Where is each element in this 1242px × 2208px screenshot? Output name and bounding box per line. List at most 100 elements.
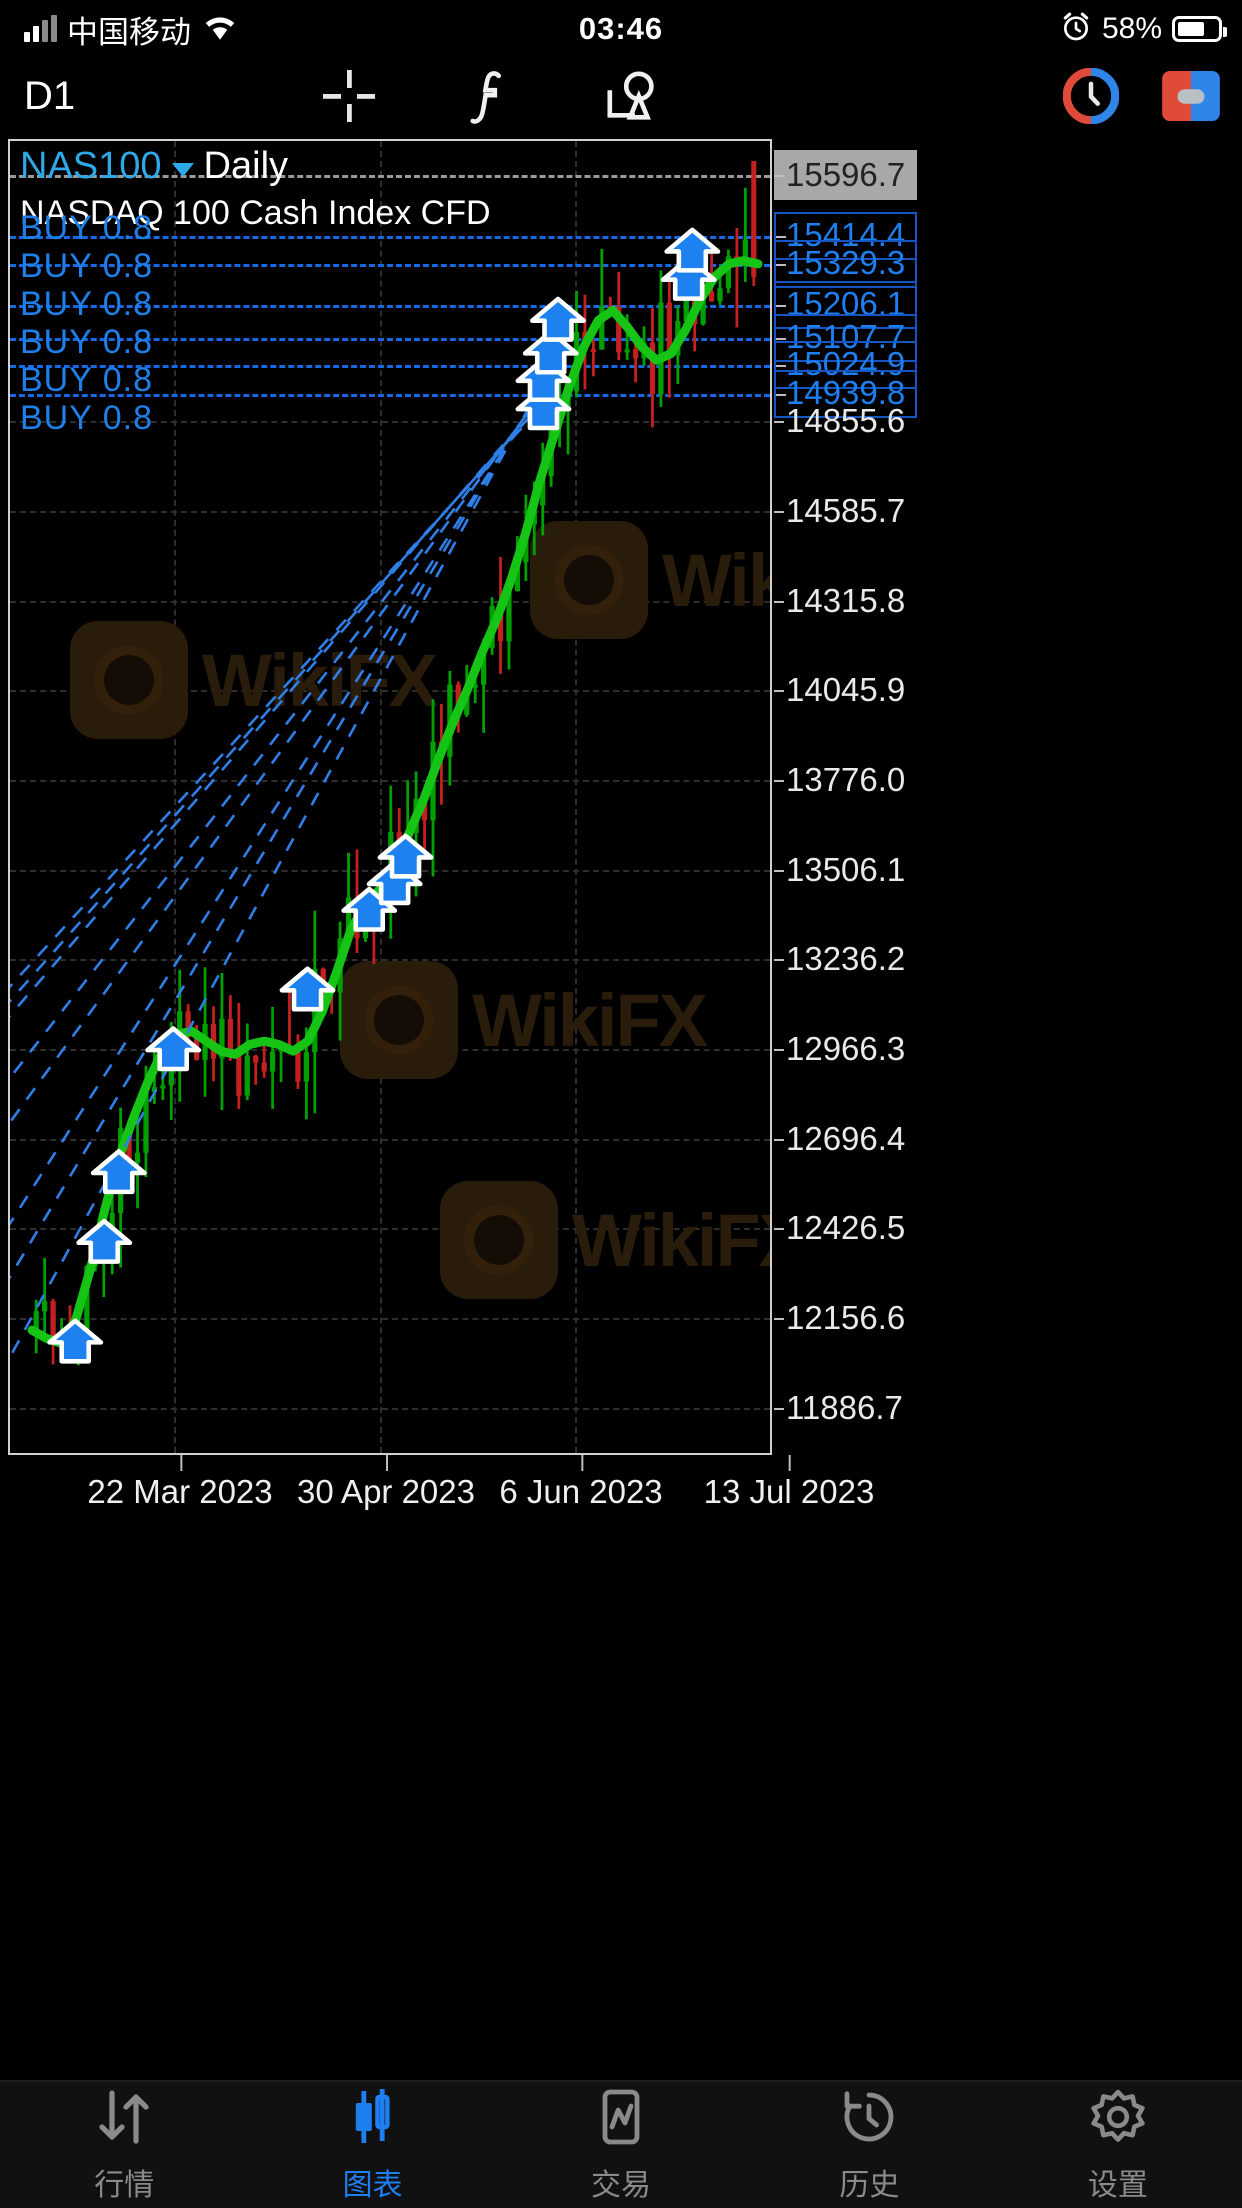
price-axis-tick: 11886.7 xyxy=(774,1389,903,1427)
trade-connector-line xyxy=(10,395,542,1125)
position-buy-label[interactable]: BUY 0.8 xyxy=(20,323,154,361)
trade-connector-line xyxy=(10,403,542,1003)
price-axis-tick: 12426.5 xyxy=(774,1209,905,1247)
battery-icon xyxy=(1172,16,1227,42)
time-axis-tick: 6 Jun 2023 xyxy=(499,1455,663,1510)
price-axis[interactable]: 15596.7 15414.4 15329.3 15206.1 15107.7 15024… xyxy=(774,139,1242,1455)
chart-header: NAS100 Daily NASDAQ 100 Cash Index CFD xyxy=(20,145,491,233)
price-axis-tick: 13506.1 xyxy=(774,851,905,889)
buy-arrow-marker[interactable] xyxy=(366,860,423,906)
chevron-down-icon[interactable] xyxy=(171,162,194,177)
grid-line-horizontal xyxy=(10,1407,770,1410)
price-axis-tick: 12966.3 xyxy=(774,1030,905,1068)
position-buy-label[interactable]: BUY 0.8 xyxy=(20,399,154,437)
nav-label: 行情 xyxy=(94,2169,155,2202)
current-price-line xyxy=(10,175,770,179)
quotes-arrows-icon xyxy=(94,2086,154,2148)
nav-item-quotes[interactable]: 行情 xyxy=(0,2082,248,2208)
nav-item-settings[interactable]: 设置 xyxy=(994,2082,1242,2208)
one-click-trading-icon[interactable] xyxy=(1062,67,1120,125)
position-buy-label[interactable]: BUY 0.8 xyxy=(20,247,154,285)
position-price-line[interactable] xyxy=(10,393,770,397)
position-price-line[interactable] xyxy=(10,235,770,239)
buy-arrow-marker[interactable] xyxy=(664,227,721,273)
position-price-line[interactable] xyxy=(10,305,770,309)
grid-line-horizontal xyxy=(10,1317,770,1320)
symbol-description: NASDAQ 100 Cash Index CFD xyxy=(20,194,491,232)
objects-icon[interactable] xyxy=(604,67,662,125)
trade-connector-line xyxy=(10,392,542,1226)
symbol-row[interactable]: NAS100 Daily xyxy=(20,145,491,188)
position-price-label[interactable]: 15414.4 xyxy=(774,211,918,260)
position-price-label[interactable]: 14939.8 xyxy=(774,369,918,418)
price-axis-tick: 14045.9 xyxy=(774,671,905,709)
grid-line-horizontal xyxy=(10,1138,770,1141)
gear-icon xyxy=(1088,2086,1148,2148)
position-price-line[interactable] xyxy=(10,337,770,341)
position-price-label[interactable]: 15206.1 xyxy=(774,281,918,330)
current-price-label: 15596.7 xyxy=(774,150,918,201)
buy-arrow-marker[interactable] xyxy=(377,833,434,879)
function-f-icon[interactable] xyxy=(462,67,520,125)
buy-arrow-marker[interactable] xyxy=(279,966,336,1012)
grid-line-vertical xyxy=(174,141,176,1453)
status-time: 03:46 xyxy=(578,11,664,46)
position-buy-label[interactable]: BUY 0.8 xyxy=(20,361,154,399)
symbol-name[interactable]: NAS100 xyxy=(20,145,162,187)
toolbar-right-tools xyxy=(1062,67,1220,125)
grid-line-horizontal xyxy=(10,511,770,514)
grid-line-horizontal xyxy=(10,421,770,424)
nav-label: 图表 xyxy=(342,2169,403,2202)
buy-arrow-marker[interactable] xyxy=(47,1318,104,1364)
nav-item-trade[interactable]: 交易 xyxy=(497,2082,745,2208)
grid-line-vertical xyxy=(575,141,577,1453)
bottom-navigation: 行情 图表 交易 历史 设置 xyxy=(0,2080,1242,2208)
buy-arrow-marker[interactable] xyxy=(76,1218,133,1264)
buy-arrow-marker[interactable] xyxy=(660,255,717,301)
price-axis-tick: 12696.4 xyxy=(774,1120,905,1158)
position-price-line[interactable] xyxy=(10,365,770,369)
signal-bars-icon xyxy=(24,15,57,42)
nav-label: 设置 xyxy=(1087,2169,1148,2202)
position-price-label[interactable]: 15024.9 xyxy=(774,341,918,390)
price-axis-tick: 13776.0 xyxy=(774,761,905,799)
chart-area[interactable]: WikiFXWikiFXWikiFXWikiFX NAS100 Daily NA… xyxy=(8,139,772,1455)
buy-arrow-marker[interactable] xyxy=(90,1149,147,1195)
position-buy-label[interactable]: BUY 0.8 xyxy=(20,285,154,323)
time-axis-tick: 30 Apr 2023 xyxy=(297,1455,475,1510)
alarm-clock-icon xyxy=(1060,11,1092,48)
buy-arrow-marker[interactable] xyxy=(522,329,579,375)
position-buy-label[interactable]: BUY 0.8 xyxy=(20,209,154,247)
trade-connector-line xyxy=(10,389,542,1280)
nav-item-history[interactable]: 历史 xyxy=(745,2082,993,2208)
position-price-label[interactable]: 15329.3 xyxy=(774,240,918,289)
grid-line-horizontal xyxy=(10,690,770,693)
time-axis-tick: 13 Jul 2023 xyxy=(703,1455,875,1510)
battery-percent-label: 58% xyxy=(1101,12,1162,45)
symbol-period: Daily xyxy=(203,145,289,187)
chart-toolbar: D1 xyxy=(0,58,1242,134)
timeframe-button[interactable]: D1 xyxy=(24,73,76,118)
price-axis-tick: 14315.8 xyxy=(774,582,905,620)
position-price-label[interactable]: 15107.7 xyxy=(774,313,918,362)
nav-item-charts[interactable]: 图表 xyxy=(248,2082,496,2208)
grid-line-horizontal xyxy=(10,780,770,783)
status-bar: 中国移动 03:46 58% xyxy=(0,0,1242,58)
buy-arrow-marker[interactable] xyxy=(530,296,586,342)
history-clock-icon xyxy=(839,2086,899,2148)
position-price-line[interactable] xyxy=(10,264,770,268)
buy-arrow-marker[interactable] xyxy=(515,385,572,431)
chart-toggle-icon[interactable] xyxy=(1162,67,1220,125)
price-axis-tick: 13236.2 xyxy=(774,940,905,978)
trade-connector-line xyxy=(10,400,542,1018)
carrier-label: 中国移动 xyxy=(67,14,191,50)
crosshair-icon[interactable] xyxy=(320,67,378,125)
buy-arrow-marker[interactable] xyxy=(341,886,398,932)
buy-arrow-marker[interactable] xyxy=(145,1026,202,1072)
price-axis-tick: 14585.7 xyxy=(774,492,905,530)
status-bar-left: 中国移动 xyxy=(24,7,239,52)
time-axis-tick: 22 Mar 2023 xyxy=(87,1455,273,1510)
grid-line-horizontal xyxy=(10,1228,770,1231)
grid-line-horizontal xyxy=(10,959,770,962)
buy-arrow-marker[interactable] xyxy=(515,356,572,403)
